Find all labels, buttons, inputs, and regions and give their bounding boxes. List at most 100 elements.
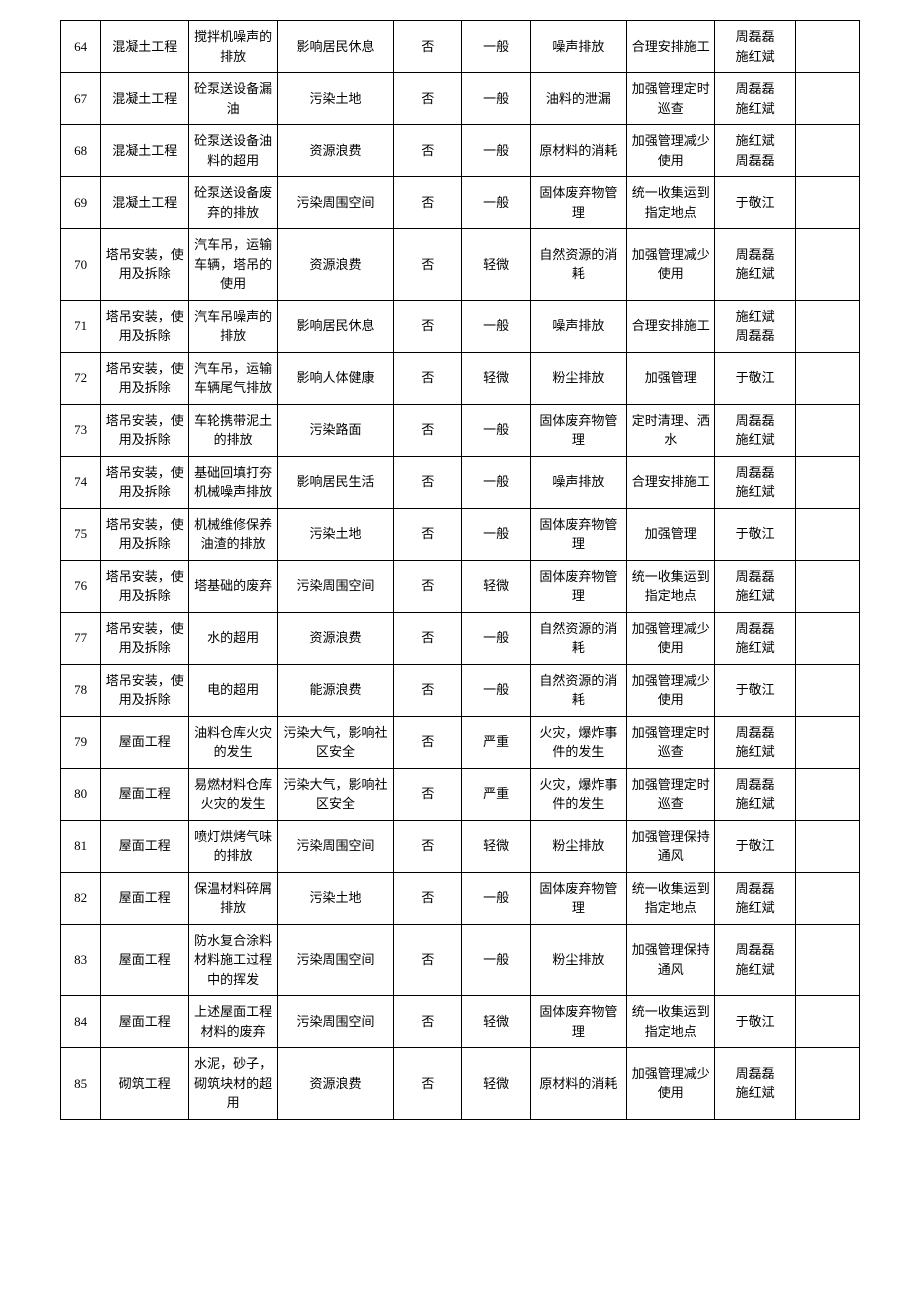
cell-person: 周磊磊 施红斌 [715, 872, 795, 924]
cell-person: 于敬江 [715, 664, 795, 716]
cell-project: 塔吊安装，使用及拆除 [101, 612, 189, 664]
cell-number: 80 [61, 768, 101, 820]
cell-person: 施红斌 周磊磊 [715, 125, 795, 177]
table-row: 71塔吊安装，使用及拆除汽车吊噪声的排放影响居民休息否一般噪声排放合理安排施工施… [61, 300, 860, 352]
cell-project: 混凝土工程 [101, 125, 189, 177]
cell-yesno: 否 [394, 456, 462, 508]
cell-yesno: 否 [394, 560, 462, 612]
cell-number: 68 [61, 125, 101, 177]
cell-level: 轻微 [462, 820, 530, 872]
table-row: 67混凝土工程砼泵送设备漏油污染土地否一般油料的泄漏加强管理定时巡查周磊磊 施红… [61, 73, 860, 125]
cell-factor: 水泥，砂子，砌筑块材的超用 [189, 1048, 277, 1120]
cell-factor: 保温材料碎屑排放 [189, 872, 277, 924]
cell-person: 周磊磊 施红斌 [715, 73, 795, 125]
cell-impact: 资源浪费 [277, 612, 393, 664]
table-row: 70塔吊安装，使用及拆除汽车吊，运输车辆，塔吊的使用资源浪费否轻微自然资源的消耗… [61, 229, 860, 301]
cell-level: 严重 [462, 768, 530, 820]
cell-level: 一般 [462, 664, 530, 716]
cell-impact: 影响居民休息 [277, 300, 393, 352]
cell-empty [795, 820, 859, 872]
cell-factor: 易燃材料仓库火灾的发生 [189, 768, 277, 820]
cell-person: 于敬江 [715, 820, 795, 872]
cell-project: 塔吊安装，使用及拆除 [101, 560, 189, 612]
cell-person: 周磊磊 施红斌 [715, 924, 795, 996]
table-row: 82屋面工程保温材料碎屑排放污染土地否一般固体废弃物管理统一收集运到指定地点周磊… [61, 872, 860, 924]
cell-category: 自然资源的消耗 [530, 612, 626, 664]
cell-number: 74 [61, 456, 101, 508]
cell-impact: 污染周围空间 [277, 820, 393, 872]
cell-level: 轻微 [462, 352, 530, 404]
cell-yesno: 否 [394, 768, 462, 820]
cell-project: 塔吊安装，使用及拆除 [101, 404, 189, 456]
cell-category: 固体废弃物管理 [530, 177, 626, 229]
cell-number: 69 [61, 177, 101, 229]
cell-person: 周磊磊 施红斌 [715, 229, 795, 301]
cell-level: 一般 [462, 73, 530, 125]
cell-person: 周磊磊 施红斌 [715, 768, 795, 820]
cell-impact: 资源浪费 [277, 125, 393, 177]
cell-empty [795, 229, 859, 301]
cell-level: 一般 [462, 508, 530, 560]
cell-level: 一般 [462, 404, 530, 456]
cell-measure: 加强管理 [627, 352, 715, 404]
cell-yesno: 否 [394, 300, 462, 352]
cell-yesno: 否 [394, 229, 462, 301]
cell-level: 一般 [462, 872, 530, 924]
cell-level: 轻微 [462, 1048, 530, 1120]
cell-factor: 水的超用 [189, 612, 277, 664]
cell-empty [795, 612, 859, 664]
cell-level: 一般 [462, 21, 530, 73]
cell-measure: 加强管理减少使用 [627, 612, 715, 664]
cell-empty [795, 996, 859, 1048]
cell-number: 81 [61, 820, 101, 872]
cell-measure: 加强管理减少使用 [627, 1048, 715, 1120]
cell-project: 塔吊安装，使用及拆除 [101, 229, 189, 301]
cell-impact: 资源浪费 [277, 1048, 393, 1120]
cell-empty [795, 768, 859, 820]
table-row: 76塔吊安装，使用及拆除塔基础的废弃污染周围空间否轻微固体废弃物管理统一收集运到… [61, 560, 860, 612]
cell-project: 砌筑工程 [101, 1048, 189, 1120]
cell-impact: 污染周围空间 [277, 177, 393, 229]
cell-empty [795, 508, 859, 560]
cell-person: 周磊磊 施红斌 [715, 612, 795, 664]
cell-category: 粉尘排放 [530, 820, 626, 872]
cell-project: 屋面工程 [101, 768, 189, 820]
cell-impact: 污染土地 [277, 73, 393, 125]
table-row: 72塔吊安装，使用及拆除汽车吊，运输车辆尾气排放影响人体健康否轻微粉尘排放加强管… [61, 352, 860, 404]
cell-category: 固体废弃物管理 [530, 560, 626, 612]
cell-factor: 塔基础的废弃 [189, 560, 277, 612]
cell-yesno: 否 [394, 1048, 462, 1120]
cell-level: 轻微 [462, 560, 530, 612]
cell-project: 塔吊安装，使用及拆除 [101, 508, 189, 560]
cell-person: 于敬江 [715, 352, 795, 404]
cell-measure: 合理安排施工 [627, 21, 715, 73]
cell-number: 72 [61, 352, 101, 404]
table-row: 80屋面工程易燃材料仓库火灾的发生污染大气，影响社区安全否严重火灾，爆炸事件的发… [61, 768, 860, 820]
cell-category: 原材料的消耗 [530, 125, 626, 177]
cell-empty [795, 872, 859, 924]
cell-factor: 汽车吊噪声的排放 [189, 300, 277, 352]
cell-category: 固体废弃物管理 [530, 508, 626, 560]
cell-person: 于敬江 [715, 996, 795, 1048]
cell-impact: 污染周围空间 [277, 996, 393, 1048]
cell-number: 77 [61, 612, 101, 664]
cell-level: 一般 [462, 612, 530, 664]
table-row: 64混凝土工程搅拌机噪声的排放影响居民休息否一般噪声排放合理安排施工周磊磊 施红… [61, 21, 860, 73]
cell-yesno: 否 [394, 612, 462, 664]
cell-impact: 影响居民休息 [277, 21, 393, 73]
cell-measure: 加强管理减少使用 [627, 125, 715, 177]
cell-project: 混凝土工程 [101, 21, 189, 73]
cell-yesno: 否 [394, 177, 462, 229]
cell-factor: 搅拌机噪声的排放 [189, 21, 277, 73]
cell-empty [795, 1048, 859, 1120]
cell-measure: 统一收集运到指定地点 [627, 996, 715, 1048]
table-row: 84屋面工程上述屋面工程材料的废弃污染周围空间否轻微固体废弃物管理统一收集运到指… [61, 996, 860, 1048]
cell-factor: 汽车吊，运输车辆，塔吊的使用 [189, 229, 277, 301]
cell-measure: 定时清理、洒水 [627, 404, 715, 456]
cell-category: 自然资源的消耗 [530, 229, 626, 301]
cell-level: 严重 [462, 716, 530, 768]
table-row: 83屋面工程防水复合涂料材料施工过程中的挥发污染周围空间否一般粉尘排放加强管理保… [61, 924, 860, 996]
cell-level: 轻微 [462, 996, 530, 1048]
cell-measure: 加强管理 [627, 508, 715, 560]
cell-category: 固体废弃物管理 [530, 996, 626, 1048]
